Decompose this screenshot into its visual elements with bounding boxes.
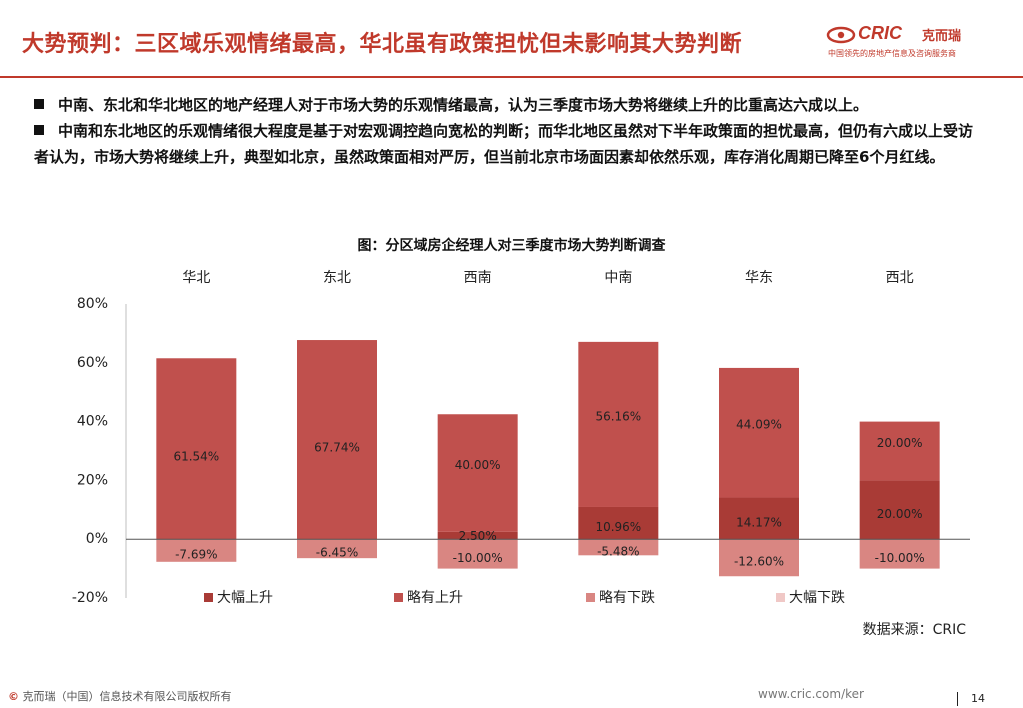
- data-label: 20.00%: [877, 507, 923, 521]
- copyright-text: 克而瑞（中国）信息技术有限公司版权所有: [22, 690, 232, 703]
- bar-segment: [859, 480, 940, 540]
- logo-tagline: 中国领先的房地产信息及咨询服务商: [828, 49, 956, 58]
- data-label: 40.00%: [455, 458, 501, 472]
- bar-segment: [297, 340, 377, 540]
- data-label: 20.00%: [877, 436, 923, 450]
- bullet-text: 中南和东北地区的乐观情绪很大程度是基于对宏观调控趋向宽松的判断；而华北地区虽然对…: [34, 122, 974, 166]
- bullet-item: 中南、东北和华北地区的地产经理人对于市场大势的乐观情绪最高，认为三季度市场大势将…: [34, 92, 984, 118]
- page-number: 14: [971, 692, 985, 705]
- data-label: 14.17%: [736, 515, 782, 529]
- legend-swatch: [776, 593, 785, 602]
- footer-divider: [957, 692, 958, 706]
- bullet-list: 中南、东北和华北地区的地产经理人对于市场大势的乐观情绪最高，认为三季度市场大势将…: [34, 92, 984, 170]
- y-tick-label: 0%: [86, 531, 108, 547]
- legend-swatch: [394, 593, 403, 602]
- data-label: -6.45%: [316, 546, 358, 560]
- bar-segment: [437, 414, 518, 532]
- data-source: 数据来源：CRIC: [862, 622, 966, 638]
- bar-segment: [156, 358, 237, 540]
- bar-segment: [859, 421, 940, 481]
- copyright-icon: ©: [8, 690, 19, 703]
- square-bullet-icon: [34, 99, 44, 109]
- bullet-text: 中南、东北和华北地区的地产经理人对于市场大势的乐观情绪最高，认为三季度市场大势将…: [58, 96, 869, 114]
- bar-segment: [156, 539, 237, 562]
- legend-label: 大幅下跌: [789, 590, 845, 606]
- category-label: 中南: [604, 270, 632, 286]
- category-label: 西北: [886, 270, 914, 286]
- bar-segment: [578, 539, 659, 556]
- legend-swatch: [204, 593, 213, 602]
- y-tick-label: 20%: [77, 472, 108, 488]
- legend-label: 大幅上升: [217, 590, 273, 606]
- data-label: -12.60%: [734, 555, 784, 569]
- header-divider: [0, 76, 1023, 78]
- legend-label: 略有下跌: [599, 590, 655, 606]
- bar-segment: [859, 539, 940, 569]
- data-label: -10.00%: [453, 551, 503, 565]
- y-tick-label: 40%: [77, 414, 108, 430]
- footer-copyright: © 克而瑞（中国）信息技术有限公司版权所有: [8, 688, 232, 704]
- data-label: 67.74%: [314, 441, 360, 455]
- bar-segment: [578, 341, 659, 507]
- y-tick-label: 60%: [77, 355, 108, 371]
- bar-segment: [578, 506, 659, 540]
- logo-chinese-name: 克而瑞: [922, 29, 962, 44]
- data-label: 10.96%: [595, 520, 641, 534]
- cric-logo: CRIC 克而瑞 中国领先的房地产信息及咨询服务商: [826, 23, 976, 62]
- bar-segment: [297, 539, 377, 559]
- bar-segment: [437, 531, 518, 540]
- data-label: -10.00%: [875, 551, 925, 565]
- data-label: 2.50%: [459, 529, 497, 543]
- legend-label: 略有上升: [407, 590, 463, 606]
- data-label: 61.54%: [173, 450, 219, 464]
- footer-url: www.cric.com/ker: [758, 687, 864, 701]
- page-title: 大势预判：三区域乐观情绪最高，华北虽有政策担忧但未影响其大势判断: [22, 32, 743, 57]
- category-label: 西南: [464, 270, 492, 286]
- bar-segment: [719, 497, 799, 540]
- data-label: -7.69%: [175, 548, 217, 562]
- logo-wordmark: CRIC: [858, 23, 902, 43]
- bullet-item: 中南和东北地区的乐观情绪很大程度是基于对宏观调控趋向宽松的判断；而华北地区虽然对…: [34, 118, 984, 170]
- square-bullet-icon: [34, 125, 44, 135]
- y-tick-label: 80%: [77, 296, 108, 312]
- category-label: 华东: [745, 270, 773, 286]
- bar-segment: [719, 539, 799, 577]
- category-label: 华北: [182, 270, 210, 286]
- bar-segment: [719, 367, 799, 498]
- chart-title: 图：分区域房企经理人对三季度市场大势判断调查: [357, 238, 666, 254]
- data-label: 44.09%: [736, 418, 782, 432]
- bar-segment: [437, 539, 518, 569]
- data-label: 56.16%: [595, 409, 641, 423]
- legend-swatch: [586, 593, 595, 602]
- data-label: -5.48%: [597, 544, 639, 558]
- category-label: 东北: [323, 270, 351, 286]
- cric-eye-icon: [826, 26, 856, 44]
- y-tick-label: -20%: [72, 590, 108, 606]
